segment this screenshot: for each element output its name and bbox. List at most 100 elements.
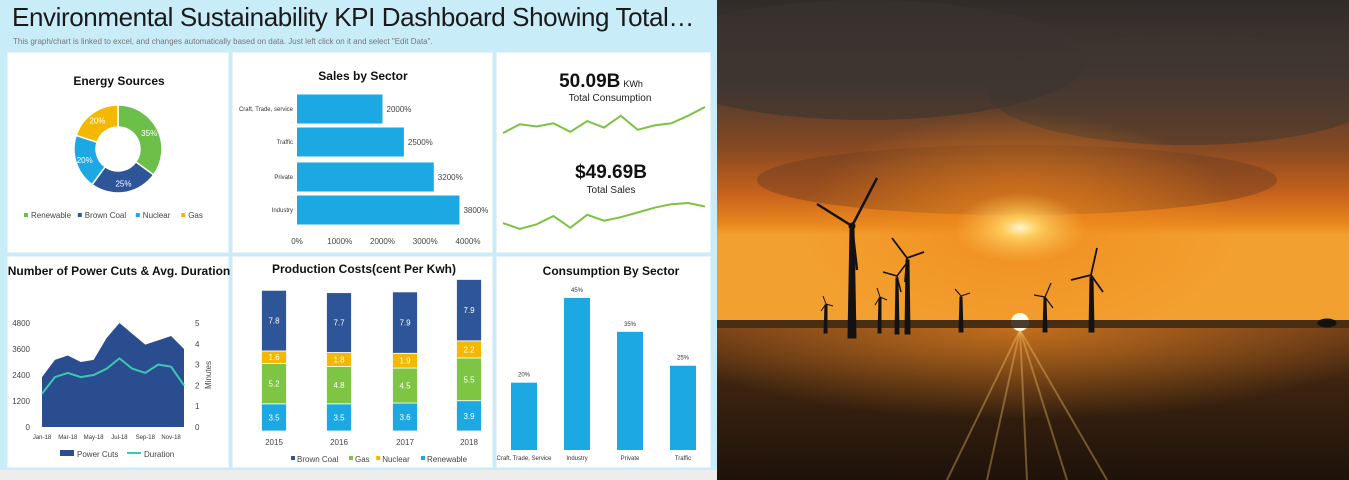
cost-segment-brown-coal — [392, 291, 418, 354]
legend-swatch-renewable — [24, 213, 28, 217]
consumption-x-tick: Traffic — [675, 456, 691, 462]
consumption-by-sector-bars: 20% Craft, Trade, Service 45% Industry 35% Pr… — [497, 288, 696, 462]
sales-x-tick: 0% — [291, 237, 303, 246]
sales-category-label: Craft, Trade, service — [239, 107, 294, 113]
turbine — [954, 288, 971, 333]
sales-bar-traffic — [297, 127, 404, 157]
donut-slice-renewable — [117, 104, 163, 176]
consumption-x-tick: Industry — [566, 456, 587, 462]
cost-segment-label: 3.6 — [399, 413, 411, 422]
total-sales-value: $49.69B — [575, 162, 647, 183]
sales-category-label: Private — [274, 175, 293, 181]
kpi-dashboard: Environmental Sustainability KPI Dashboa… — [0, 0, 717, 480]
cost-segment-label: 4.8 — [333, 381, 345, 390]
consumption-bar-traffic — [670, 365, 696, 450]
total-consumption-label: Total Consumption — [569, 93, 652, 104]
consumption-by-sector-title: Consumption By Sector — [543, 264, 680, 278]
cost-segment-label: 2.2 — [463, 345, 475, 354]
legend-swatch-gas — [181, 213, 186, 217]
total-sales-label: Total Sales — [587, 185, 636, 196]
energy-sources-title: Energy Sources — [73, 74, 165, 88]
energy-sources-panel: Energy Sources 35% 25% 20% 20% Renewable Bro… — [7, 52, 229, 253]
sales-by-sector-bars: Craft, Trade, service 2000% Traffic 2500% Pr… — [239, 94, 488, 246]
legend-label-nuclear: Nuclear — [382, 455, 410, 464]
duration-axis-label: Minutes — [204, 361, 213, 389]
donut-label-renewable: 35% — [141, 129, 157, 138]
sales-value-label: 2500% — [408, 138, 433, 147]
sales-x-tick: 1000% — [327, 237, 352, 246]
sales-by-sector-title: Sales by Sector — [318, 69, 408, 83]
legend-label-renewable: Renewable — [31, 211, 72, 220]
duration-line — [41, 357, 185, 395]
cost-segment-brown-coal — [326, 292, 352, 353]
production-costs-title: Production Costs(cent Per Kwh) — [272, 262, 456, 276]
donut-slice-gas — [75, 104, 119, 144]
duration-y-tick: 3 — [195, 361, 200, 370]
cost-segment-gas — [392, 367, 418, 404]
power-cuts-y-tick: 4800 — [12, 319, 30, 328]
duration-y-tick: 5 — [195, 319, 200, 328]
power-cuts-x-tick: Nov-18 — [161, 435, 181, 441]
kpi-panel: 50.09B KWh Total Consumption $49.69B Tota… — [496, 52, 711, 253]
consumption-x-tick: Private — [621, 456, 640, 462]
consumption-value-label: 35% — [624, 322, 637, 328]
turbine — [820, 295, 834, 334]
legend-label-brown-coal: Brown Coal — [297, 455, 339, 464]
cost-x-tick: 2018 — [460, 438, 478, 447]
cost-segment-label: 3.9 — [463, 412, 475, 421]
wind-turbines — [816, 177, 1337, 339]
turbine — [1033, 282, 1054, 333]
consumption-value-label: 25% — [677, 356, 690, 362]
bottom-strip — [0, 470, 717, 480]
power-cuts-panel: Number of Power Cuts & Avg. Duration 0 12… — [7, 256, 230, 468]
legend-label-power-cuts: Power Cuts — [77, 450, 118, 459]
power-cuts-y-tick: 1200 — [12, 397, 30, 406]
donut-label-gas: 20% — [89, 117, 105, 126]
cost-segment-label: 4.5 — [399, 382, 411, 391]
legend-swatch-brown-coal — [77, 213, 82, 217]
total-consumption-kpi: 50.09B KWh — [559, 71, 643, 92]
power-cuts-y-tick: 2400 — [12, 371, 30, 380]
duration-y-tick: 4 — [195, 340, 200, 349]
sales-bar-industry — [297, 195, 460, 225]
cost-segment-label: 7.7 — [333, 319, 345, 328]
energy-sources-donut: 35% 25% 20% 20% — [73, 104, 163, 194]
cost-segment-brown-coal — [261, 289, 287, 352]
power-cuts-y-tick: 3600 — [12, 345, 30, 354]
legend-label-gas: Gas — [355, 455, 370, 464]
cost-segment-gas — [261, 362, 287, 405]
sales-x-tick: 2000% — [370, 237, 395, 246]
sales-value-label: 2000% — [387, 105, 412, 114]
power-cuts-x-tick: May-18 — [84, 435, 105, 441]
consumption-value-label: 45% — [571, 288, 584, 294]
consumption-bar-craft-trade-service — [511, 382, 537, 450]
energy-sources-legend: Renewable Brown Coal Nuclear Gas — [24, 211, 203, 220]
sales-bar-craft-trade-service — [297, 94, 383, 124]
legend-swatch-renewable — [421, 456, 425, 460]
cost-segment-gas — [456, 357, 482, 402]
consumption-by-sector-panel: Consumption By Sector 20% Craft, Trade, S… — [496, 256, 711, 468]
cost-segment-label: 7.8 — [268, 317, 280, 326]
legend-label-brown-coal: Brown Coal — [85, 211, 127, 220]
consumption-x-tick: Craft, Trade, Service — [497, 456, 552, 462]
total-sales-sparkline — [502, 201, 706, 231]
duration-y-tick: 1 — [195, 402, 200, 411]
consumption-bar-industry — [564, 297, 590, 450]
cost-segment-renewable — [326, 403, 352, 432]
power-cuts-y-tick: 0 — [26, 423, 31, 432]
cost-segment-label: 7.9 — [463, 306, 475, 315]
power-cuts-x-tick: Jul-18 — [111, 435, 128, 441]
sales-x-tick: 3000% — [413, 237, 438, 246]
turbine — [1070, 247, 1104, 333]
total-consumption-value: 50.09B — [559, 71, 620, 92]
sales-bar-private — [297, 162, 434, 192]
page-subtitle: This graph/chart is linked to excel, and… — [13, 37, 433, 46]
donut-label-nuclear: 20% — [77, 156, 93, 165]
cost-segment-label: 1.8 — [333, 356, 345, 365]
legend-swatch-gas — [349, 456, 353, 460]
sun-glow — [717, 0, 1349, 335]
cost-segment-label: 7.9 — [399, 319, 411, 328]
sales-category-label: Industry — [272, 208, 293, 214]
cost-segment-label: 3.5 — [333, 413, 345, 422]
cost-segment-brown-coal — [456, 279, 482, 342]
